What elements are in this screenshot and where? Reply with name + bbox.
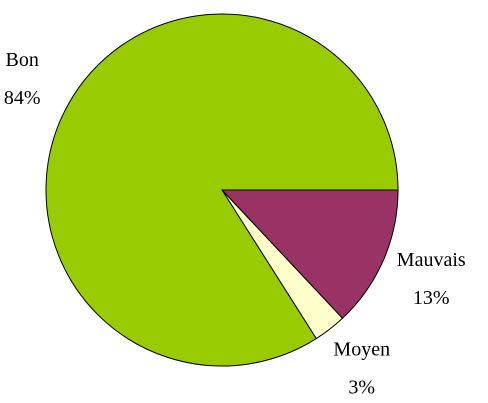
slice-value-label: 3% (348, 377, 375, 399)
slice-label: Moyen (333, 339, 390, 361)
pie-slice (45, 13, 399, 367)
slice-value-label: 13% (413, 287, 450, 309)
slice-value-label: 84% (4, 87, 41, 109)
slice-label: Bon (6, 49, 39, 71)
slice-label: Mauvais (397, 249, 466, 271)
pie-slice (220, 189, 399, 320)
